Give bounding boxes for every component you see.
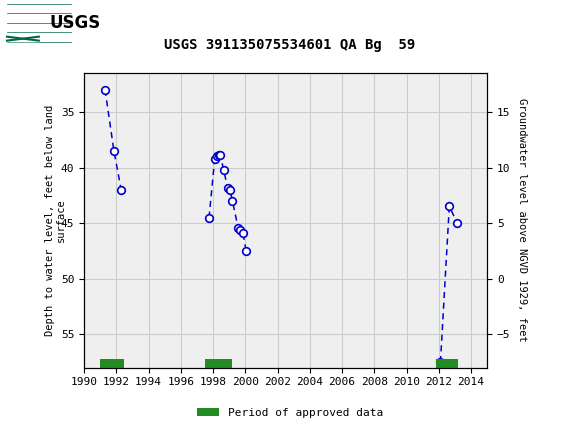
FancyBboxPatch shape — [7, 3, 71, 42]
Text: USGS 391135075534601 QA Bg  59: USGS 391135075534601 QA Bg 59 — [164, 37, 416, 52]
Y-axis label: Groundwater level above NGVD 1929, feet: Groundwater level above NGVD 1929, feet — [517, 98, 527, 342]
Y-axis label: Depth to water level, feet below land
surface: Depth to water level, feet below land su… — [45, 105, 66, 336]
FancyBboxPatch shape — [7, 37, 39, 41]
Legend: Period of approved data: Period of approved data — [193, 403, 387, 422]
Text: USGS: USGS — [49, 14, 100, 31]
